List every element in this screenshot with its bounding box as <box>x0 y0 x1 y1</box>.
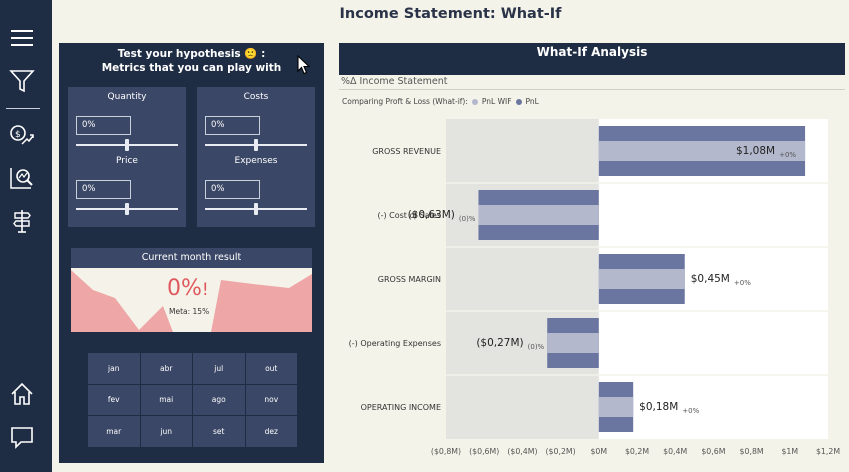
x-tick-label: $0,2M <box>625 447 649 456</box>
category-label: (-) Cost of Sales <box>377 211 441 220</box>
x-tick-label: ($0,6M) <box>469 447 499 456</box>
month-button-dez[interactable]: dez <box>245 416 297 447</box>
chart-header: What-If Analysis <box>339 43 845 75</box>
negative-region-background <box>446 119 599 439</box>
page-title: Income Statement: What-If <box>339 6 562 22</box>
percent-label: +0% <box>734 279 751 287</box>
quantity-label: Quantity <box>107 92 147 102</box>
category-label: GROSS MARGIN <box>378 275 441 284</box>
percent-label: +0% <box>682 407 699 415</box>
costs-input[interactable]: 0% <box>205 116 260 135</box>
expenses-slider-thumb[interactable] <box>254 203 258 215</box>
x-tick-label: ($0,4M) <box>507 447 537 456</box>
x-tick-label: $0M <box>590 447 607 456</box>
current-month-value: 0%! <box>167 276 209 301</box>
costs-label: Costs <box>243 92 269 102</box>
bar-pnl-wif <box>598 141 806 161</box>
quantity-slider[interactable] <box>76 139 178 151</box>
money-growth-icon[interactable]: $ <box>8 121 36 149</box>
value-label: $0,45M <box>691 273 730 285</box>
menu-icon[interactable] <box>8 24 36 52</box>
value-label: $0,18M <box>639 401 678 413</box>
expenses-label: Expenses <box>234 156 278 166</box>
x-tick-label: ($0,2M) <box>546 447 576 456</box>
month-button-out[interactable]: out <box>245 353 297 384</box>
chat-icon[interactable] <box>8 423 36 451</box>
price-input[interactable]: 0% <box>76 180 131 199</box>
home-icon[interactable] <box>8 380 36 408</box>
mouse-cursor-icon <box>297 55 310 75</box>
category-label: GROSS REVENUE <box>372 147 441 156</box>
expenses-slider[interactable] <box>205 203 307 215</box>
panel-heading: Test your hypothesis 🙁 : Metrics that yo… <box>59 47 324 75</box>
control-panel: Test your hypothesis 🙁 : Metrics that yo… <box>59 43 324 463</box>
current-month-sparkline <box>71 270 312 332</box>
svg-text:$: $ <box>15 130 21 140</box>
price-slider-thumb[interactable] <box>125 203 129 215</box>
value-label: $1,08M <box>736 145 775 157</box>
percent-label: (0)% <box>528 343 545 351</box>
chart-subtitle-divider <box>339 89 845 90</box>
chart-legend: Comparing Proft & Loss (What-if): PnL WI… <box>342 97 539 106</box>
current-month-meta: Meta: 15% <box>169 307 210 316</box>
x-tick-label: ($0,8M) <box>431 447 461 456</box>
current-month-body: 0%! Meta: 15% <box>71 268 312 332</box>
left-nav: $ <box>0 0 52 472</box>
quantity-input[interactable]: 0% <box>76 116 131 135</box>
x-tick-label: $0,4M <box>663 447 687 456</box>
x-tick-label: $1,2M <box>816 447 840 456</box>
quantity-price-card: Quantity 0% Price 0% <box>68 87 186 227</box>
current-month-title: Current month result <box>71 248 312 268</box>
costs-slider-thumb[interactable] <box>254 139 258 151</box>
bar-pnl-wif <box>598 269 685 289</box>
month-grid: jan abr jul out fev mai ago nov mar jun … <box>88 353 297 447</box>
chart-subtitle: %Δ Income Statement <box>341 76 448 87</box>
x-tick-label: $0,6M <box>701 447 725 456</box>
category-label: (-) Operating Expenses <box>349 339 441 348</box>
panel-heading-line1: Test your hypothesis 🙁 : <box>117 48 266 60</box>
costs-expenses-card: Costs 0% Expenses 0% <box>197 87 315 227</box>
price-slider[interactable] <box>76 203 178 215</box>
costs-slider[interactable] <box>205 139 307 151</box>
quantity-slider-thumb[interactable] <box>125 139 129 151</box>
bar-pnl-wif <box>598 397 634 417</box>
bar-pnl-wif <box>547 333 599 353</box>
legend-swatch-pnl <box>515 98 522 105</box>
bar-pnl-wif <box>478 205 599 225</box>
month-button-set[interactable]: set <box>193 416 245 447</box>
x-tick-label: $0,8M <box>740 447 764 456</box>
chart-panel: What-If Analysis %Δ Income Statement Com… <box>339 43 845 465</box>
current-month-card: Current month result 0%! Meta: 15% <box>71 248 312 334</box>
month-button-jan[interactable]: jan <box>88 353 140 384</box>
legend-label-pnl-wif: PnL WIF <box>481 97 512 106</box>
legend-label-pnl: PnL <box>525 97 539 106</box>
value-label: ($0,63M) <box>408 209 455 221</box>
expenses-input[interactable]: 0% <box>205 180 260 199</box>
signpost-icon[interactable] <box>8 207 36 235</box>
month-button-mar[interactable]: mar <box>88 416 140 447</box>
chart-search-icon[interactable] <box>8 164 36 192</box>
month-button-ago[interactable]: ago <box>193 384 245 416</box>
current-month-percent: 0% <box>167 276 202 301</box>
bar-chart: GROSS REVENUE $1,08M +0%(-) Cost of Sales(… <box>349 119 840 456</box>
month-button-nov[interactable]: nov <box>245 384 297 416</box>
month-button-abr[interactable]: abr <box>140 353 192 384</box>
category-label: OPERATING INCOME <box>361 403 441 412</box>
value-label: ($0,27M) <box>476 337 523 349</box>
legend-title: Comparing Proft & Loss (What-if): <box>342 97 468 106</box>
month-button-fev[interactable]: fev <box>88 384 140 416</box>
legend-swatch-pnl-wif <box>471 98 478 105</box>
nav-divider <box>6 108 40 109</box>
price-label: Price <box>116 156 138 166</box>
x-tick-label: $1M <box>781 447 798 456</box>
current-month-exclaim: ! <box>201 280 209 300</box>
month-button-jul[interactable]: jul <box>193 353 245 384</box>
percent-label: (0)% <box>459 215 476 223</box>
filter-icon[interactable] <box>8 67 36 95</box>
percent-label: +0% <box>779 151 796 159</box>
month-button-mai[interactable]: mai <box>140 384 192 416</box>
month-button-jun[interactable]: jun <box>140 416 192 447</box>
panel-heading-line2: Metrics that you can play with <box>101 62 282 74</box>
